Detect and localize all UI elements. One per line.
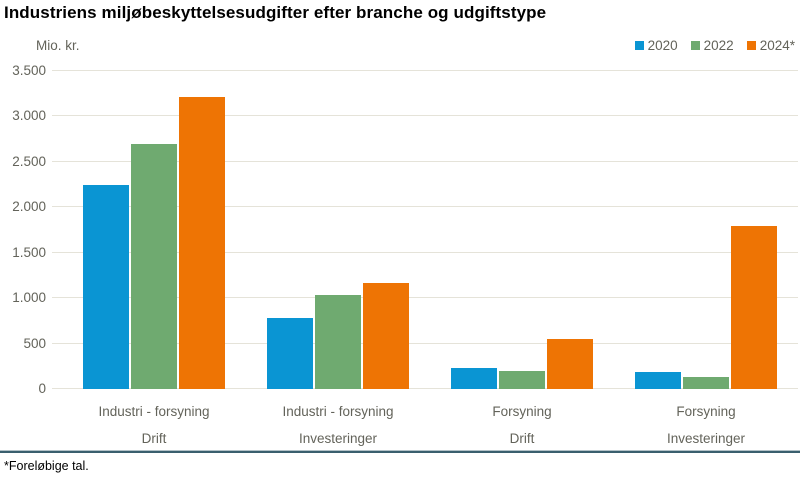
x-label-branch: Industri - forsyning bbox=[98, 404, 210, 419]
gridline bbox=[52, 70, 798, 71]
bar-2020-group-2 bbox=[267, 318, 313, 389]
bar-2020-group-4 bbox=[635, 372, 681, 389]
bar-2022-group-3 bbox=[499, 371, 545, 389]
y-axis-ticks: 0 500 1.000 1.500 2.000 2.500 3.000 3.500 bbox=[0, 63, 46, 396]
x-category-label-1: Industri - forsyning Drift bbox=[62, 404, 246, 446]
bar-group-2 bbox=[246, 71, 430, 389]
bar-2024-group-3 bbox=[547, 339, 593, 389]
footer-divider bbox=[0, 450, 800, 453]
x-label-expenditure-type: Investeringer bbox=[666, 431, 746, 446]
bars-area bbox=[62, 71, 798, 389]
y-tick-label: 1.000 bbox=[12, 290, 46, 306]
chart-title: Industriens miljøbeskyttelsesudgifter ef… bbox=[4, 3, 547, 22]
bar-2024-group-2 bbox=[363, 283, 409, 389]
x-axis-labels: Industri - forsyning Drift Industri - fors… bbox=[62, 404, 798, 446]
x-category-label-3: Forsyning Drift bbox=[430, 404, 614, 446]
y-tick-label: 3.500 bbox=[12, 63, 46, 78]
y-axis-unit-label: Mio. kr. bbox=[36, 38, 80, 53]
bar-group-3 bbox=[430, 71, 614, 389]
bar-group-4 bbox=[614, 71, 798, 389]
legend-item-2020: 2020 bbox=[634, 38, 678, 53]
legend-label: 2020 bbox=[647, 38, 678, 53]
bar-2022-group-4 bbox=[683, 377, 729, 389]
legend-swatch-icon bbox=[634, 41, 644, 50]
x-label-branch: Forsyning bbox=[676, 404, 736, 419]
gridline bbox=[52, 251, 798, 253]
bar-2024-group-4 bbox=[731, 226, 777, 389]
legend-item-2024: 2024* bbox=[746, 38, 795, 53]
y-tick-label: 0 bbox=[38, 381, 46, 396]
legend-label: 2022 bbox=[703, 38, 734, 53]
x-label-expenditure-type: Investeringer bbox=[298, 431, 378, 446]
bar-2020-group-3 bbox=[451, 368, 497, 389]
y-tick-label: 500 bbox=[23, 335, 46, 351]
y-tick-label: 3.000 bbox=[12, 108, 46, 124]
bar-2020-group-1 bbox=[83, 185, 129, 389]
gridline bbox=[52, 160, 798, 162]
bar-2024-group-1 bbox=[179, 97, 225, 389]
gridline bbox=[52, 115, 798, 117]
bar-2022-group-2 bbox=[315, 295, 361, 389]
bar-group-1 bbox=[62, 71, 246, 389]
x-label-branch: Forsyning bbox=[492, 404, 552, 419]
gridline bbox=[52, 342, 798, 344]
legend-item-2022: 2022 bbox=[690, 38, 734, 53]
x-label-branch: Industri - forsyning bbox=[282, 404, 394, 419]
y-tick-label: 2.500 bbox=[12, 153, 46, 169]
bar-2022-group-1 bbox=[131, 144, 177, 389]
y-tick-label: 2.000 bbox=[12, 199, 46, 215]
legend-label: 2024* bbox=[759, 38, 795, 53]
x-category-label-2: Industri - forsyning Investeringer bbox=[246, 404, 430, 446]
footnote: *Foreløbige tal. bbox=[4, 459, 89, 473]
legend-swatch-icon bbox=[690, 41, 700, 50]
x-label-expenditure-type: Drift bbox=[141, 431, 167, 446]
gridline bbox=[52, 297, 798, 299]
legend-swatch-icon bbox=[746, 41, 756, 50]
grid-area bbox=[52, 70, 798, 389]
x-label-expenditure-type: Drift bbox=[509, 431, 535, 446]
y-tick-label: 1.500 bbox=[12, 244, 46, 260]
gridline bbox=[52, 388, 798, 389]
gridline bbox=[52, 206, 798, 208]
x-category-label-4: Forsyning Investeringer bbox=[614, 404, 798, 446]
legend: 2020 2022 2024* bbox=[634, 38, 795, 53]
